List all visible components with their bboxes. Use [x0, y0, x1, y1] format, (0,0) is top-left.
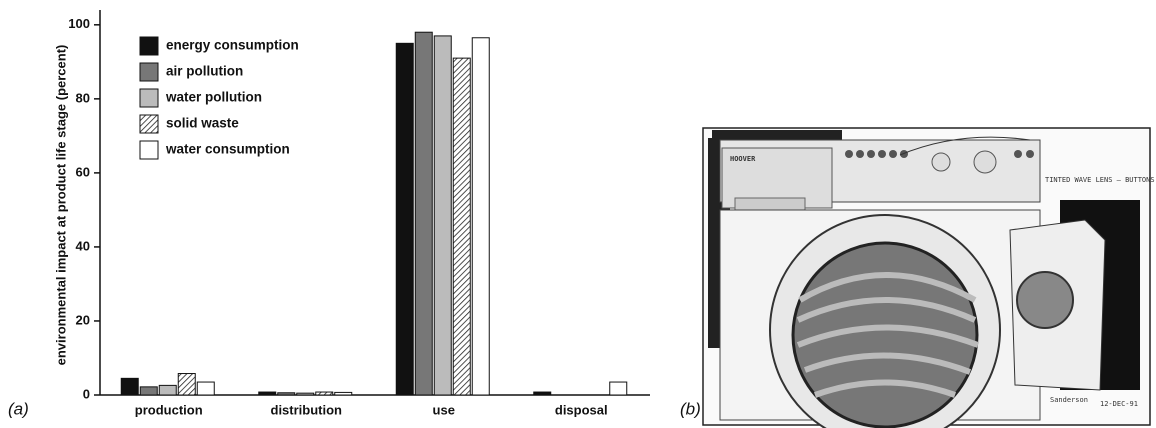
y-tick-label: 20 [76, 312, 90, 327]
bar [415, 32, 432, 395]
bar [297, 393, 314, 395]
sketch-note: TINTED WAVE LENS — BUTTONS 'FLOATING' ON… [1045, 176, 1156, 184]
sketch: HOOVER TINTED WAVE LENS — BUTTONS 'FLOAT… [703, 128, 1156, 428]
legend-label: water pollution [165, 90, 262, 105]
y-axis-label: environmental impact at product life sta… [53, 45, 68, 366]
bar [534, 392, 551, 395]
legend-swatch [140, 89, 158, 107]
x-tick-label: production [135, 402, 203, 417]
y-tick-label: 80 [76, 90, 90, 105]
legend-swatch [140, 141, 158, 159]
legend-label: water consumption [165, 142, 290, 157]
bar [159, 385, 176, 395]
legend-label: solid waste [166, 116, 239, 131]
panel-label: (a) [8, 399, 29, 418]
x-tick-label: use [433, 402, 455, 417]
bar [140, 387, 157, 395]
bar [316, 392, 333, 395]
x-tick-label: disposal [555, 402, 608, 417]
bar [121, 378, 138, 395]
x-tick-label: distribution [271, 402, 343, 417]
legend-label: energy consumption [166, 38, 299, 53]
legend-label: air pollution [166, 64, 243, 79]
y-tick-label: 60 [76, 164, 90, 179]
bar [472, 38, 489, 395]
bar [335, 392, 352, 395]
bar [453, 58, 470, 395]
bar [197, 382, 214, 395]
legend-swatch [140, 63, 158, 81]
bar [434, 36, 451, 395]
panel-label: (b) [680, 399, 701, 418]
y-tick-label: 40 [76, 238, 90, 253]
legend-swatch [140, 37, 158, 55]
legend-swatch [140, 115, 158, 133]
bar [259, 392, 276, 395]
bar [396, 43, 413, 395]
y-tick-label: 100 [68, 16, 90, 31]
bar [278, 393, 295, 395]
bar [610, 382, 627, 395]
signature: Sanderson [1050, 396, 1088, 404]
y-tick-label: 0 [83, 386, 90, 401]
brand: HOOVER [730, 155, 756, 163]
sketch-date: 12-DEC-91 [1100, 400, 1138, 408]
figure: (a) (b) environmental impact at product … [0, 0, 1156, 428]
bar [178, 374, 195, 395]
